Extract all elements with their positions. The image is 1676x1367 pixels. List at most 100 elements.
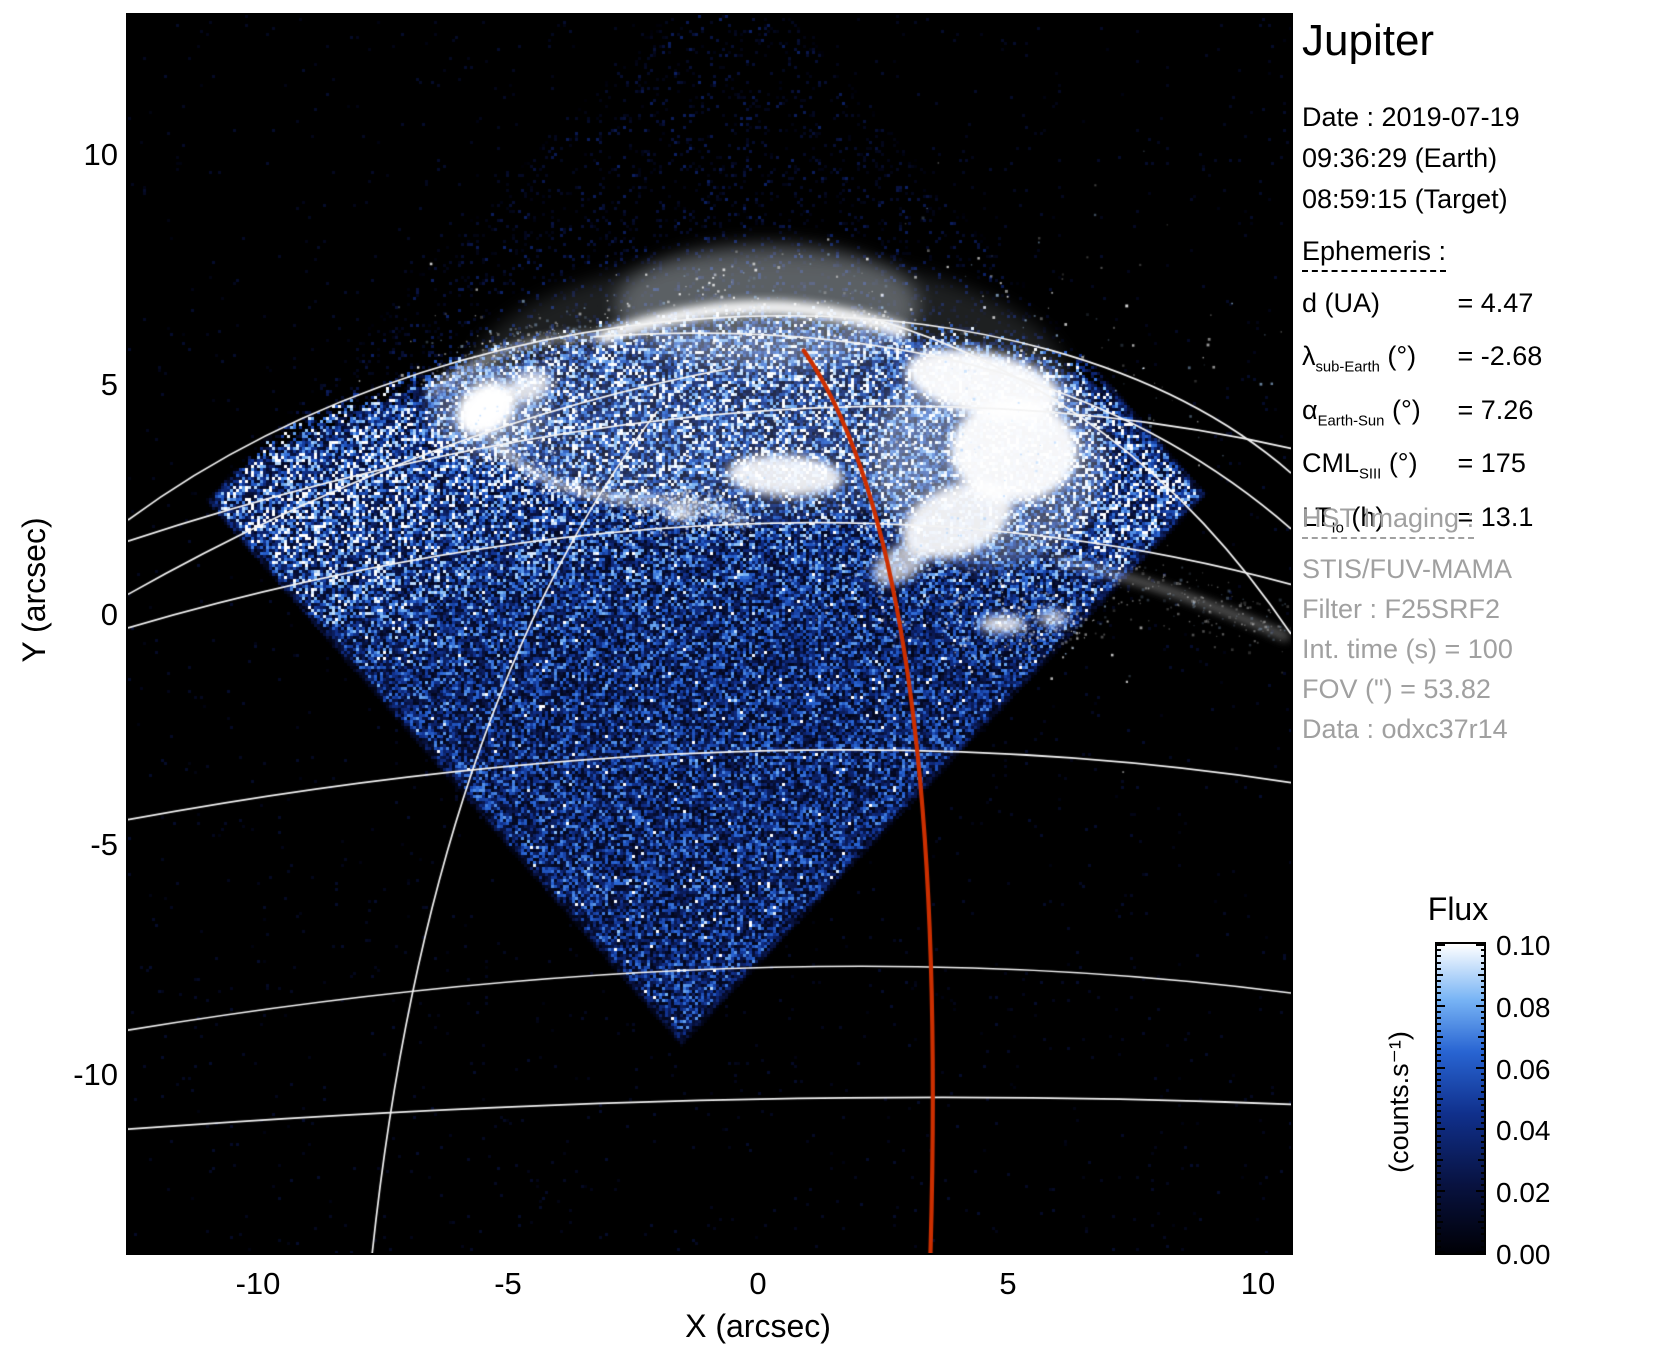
colorbar-tick — [1437, 1171, 1441, 1174]
date-line: 09:36:29 (Earth) — [1302, 143, 1498, 173]
y-tick-label: 5 — [100, 366, 118, 402]
page-title: Jupiter — [1302, 16, 1435, 65]
y-tick-label: -5 — [90, 826, 118, 862]
colorbar-tick — [1480, 1239, 1484, 1242]
colorbar-tick — [1480, 1048, 1484, 1051]
jupiter-fuv-image-canvas — [128, 15, 1291, 1253]
colorbar-tick — [1437, 1239, 1441, 1242]
colorbar-tick — [1437, 1097, 1443, 1100]
hst-imaging-heading: HST Imaging : — [1302, 503, 1475, 539]
colorbar-tick — [1437, 1221, 1443, 1224]
colorbar-tick — [1480, 998, 1484, 1001]
colorbar-tick — [1480, 1023, 1484, 1026]
colorbar-tick — [1437, 1140, 1441, 1143]
colorbar-tick — [1437, 1054, 1441, 1057]
colorbar-tick — [1480, 1054, 1484, 1057]
colorbar-tick — [1437, 973, 1443, 976]
colorbar-tick — [1480, 986, 1484, 989]
colorbar-tick — [1480, 1091, 1484, 1094]
colorbar-tick — [1480, 1196, 1484, 1199]
plot-frame — [126, 13, 1293, 1255]
colorbar-tick — [1437, 980, 1441, 983]
colorbar-tick — [1480, 949, 1484, 952]
colorbar-tick — [1437, 1072, 1441, 1075]
colorbar-tick — [1437, 1060, 1441, 1063]
colorbar-tick — [1480, 1214, 1484, 1217]
colorbar-tick — [1480, 1116, 1484, 1119]
hst-row: FOV (") = 53.82 — [1302, 674, 1491, 704]
colorbar-tick — [1437, 1208, 1441, 1211]
y-tick-label: 0 — [100, 596, 118, 632]
colorbar-tick — [1476, 1128, 1484, 1131]
colorbar-tick — [1437, 1023, 1441, 1026]
colorbar-tick — [1437, 1085, 1441, 1088]
colorbar-tick — [1480, 961, 1484, 964]
colorbar-tick — [1437, 1029, 1441, 1032]
colorbar-unit-label: (counts.s⁻¹) — [1384, 1031, 1414, 1173]
colorbar-tick — [1437, 992, 1441, 995]
x-tick-label: -5 — [494, 1266, 522, 1301]
x-tick-label: 5 — [999, 1266, 1017, 1301]
colorbar-tick — [1480, 1010, 1484, 1013]
colorbar-tick — [1437, 1233, 1441, 1236]
colorbar-tick — [1480, 1184, 1484, 1187]
colorbar-tick-label: 0.00 — [1496, 1239, 1551, 1270]
colorbar-tick — [1480, 1078, 1484, 1081]
colorbar-tick — [1437, 967, 1441, 970]
colorbar-tick — [1476, 1004, 1484, 1007]
colorbar-tick — [1478, 973, 1484, 976]
colorbar-tick — [1437, 1159, 1443, 1162]
x-tick-label: 10 — [1240, 1266, 1276, 1301]
colorbar-tick — [1480, 992, 1484, 995]
colorbar-tick — [1437, 961, 1441, 964]
colorbar-tick — [1480, 980, 1484, 983]
colorbar-tick-label: 0.08 — [1496, 991, 1551, 1023]
colorbar-tick — [1437, 1004, 1445, 1007]
colorbar-tick — [1437, 1153, 1441, 1156]
colorbar-tick — [1437, 1214, 1441, 1217]
colorbar-tick — [1480, 1177, 1484, 1180]
colorbar-tick — [1480, 1029, 1484, 1032]
colorbar-tick — [1437, 1109, 1441, 1112]
colorbar-tick — [1437, 986, 1441, 989]
colorbar-tick — [1437, 1017, 1441, 1020]
colorbar-tick — [1480, 1103, 1484, 1106]
ephemeris-section: Ephemeris : d (UA) = 4.47 λsub-Earth (°)… — [1302, 236, 1542, 549]
colorbar-tick — [1437, 1128, 1445, 1131]
colorbar-tick — [1480, 1208, 1484, 1211]
colorbar-tick — [1437, 1035, 1443, 1038]
colorbar-tick — [1437, 1245, 1441, 1248]
colorbar-tick — [1480, 1165, 1484, 1168]
y-tick-label: 10 — [83, 136, 118, 172]
hst-row: Data : odxc37r14 — [1302, 714, 1508, 744]
colorbar-tick — [1478, 1159, 1484, 1162]
colorbar-tick — [1480, 1060, 1484, 1063]
colorbar-tick — [1480, 1140, 1484, 1143]
x-tick-label: 0 — [749, 1266, 767, 1301]
colorbar-tick — [1478, 1221, 1484, 1224]
colorbar-tick — [1480, 1171, 1484, 1174]
colorbar-tick — [1480, 1233, 1484, 1236]
colorbar-tick — [1437, 1041, 1441, 1044]
colorbar-tick — [1437, 944, 1445, 946]
colorbar-tick — [1437, 1190, 1445, 1193]
colorbar-tick — [1480, 1202, 1484, 1205]
colorbar-tick — [1437, 955, 1441, 958]
colorbar-tick — [1437, 1196, 1441, 1199]
colorbar-tick — [1476, 944, 1484, 946]
colorbar-tick — [1480, 967, 1484, 970]
date-line: Date : 2019-07-19 — [1302, 102, 1520, 132]
colorbar-tick — [1437, 1078, 1441, 1081]
ephemeris-row: λsub-Earth (°) = -2.68 — [1302, 341, 1543, 376]
ephemeris-heading: Ephemeris : — [1302, 236, 1447, 272]
colorbar-tick — [1476, 1066, 1484, 1069]
y-tick-label: -10 — [73, 1056, 118, 1092]
colorbar-tick — [1480, 1041, 1484, 1044]
colorbar-tick — [1437, 1134, 1441, 1137]
x-tick-label: -10 — [235, 1266, 281, 1301]
colorbar-tick — [1480, 955, 1484, 958]
hst-row: Filter : F25SRF2 — [1302, 594, 1501, 624]
flux-colorbar — [1435, 942, 1486, 1255]
colorbar-tick-label: 0.02 — [1496, 1177, 1551, 1209]
